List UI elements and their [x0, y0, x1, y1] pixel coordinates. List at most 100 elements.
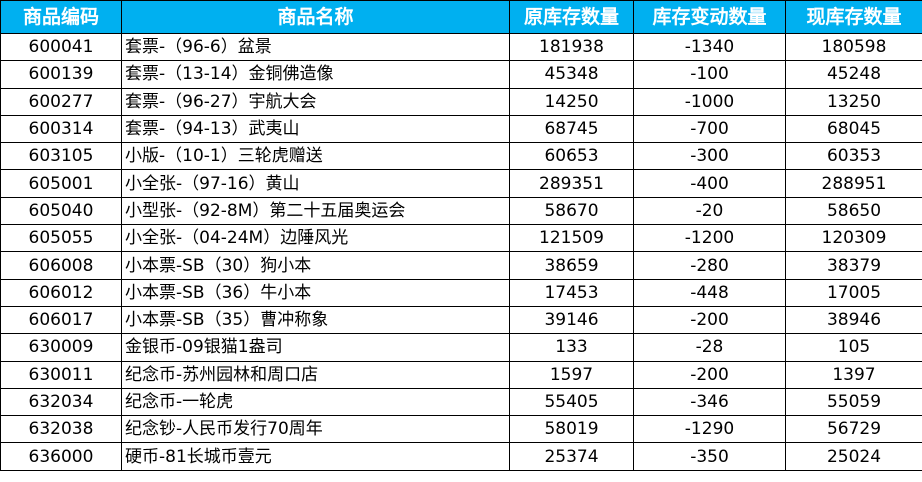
- cell-stock-change[interactable]: -200: [633, 360, 786, 389]
- cell-stock-change[interactable]: -400: [633, 169, 786, 198]
- cell-current-stock[interactable]: 105: [785, 333, 922, 362]
- cell-product-name[interactable]: 小本票-SB（35）曹冲称象: [121, 305, 510, 335]
- cell-original-stock[interactable]: 39146: [509, 305, 634, 335]
- cell-current-stock[interactable]: 13250: [785, 87, 922, 116]
- cell-stock-change[interactable]: -448: [633, 278, 786, 307]
- cell-product-code[interactable]: 600314: [0, 114, 122, 144]
- cell-current-stock[interactable]: 45248: [785, 60, 922, 89]
- cell-product-code[interactable]: 605001: [0, 169, 122, 198]
- cell-product-name[interactable]: 套票-（13-14）金铜佛造像: [121, 60, 510, 89]
- table-row: 606012 小本票-SB（36）牛小本 17453 -448 17005: [0, 278, 922, 307]
- cell-product-code[interactable]: 603105: [0, 142, 122, 171]
- cell-original-stock[interactable]: 68745: [509, 114, 634, 144]
- cell-product-code[interactable]: 606012: [0, 278, 122, 307]
- cell-original-stock[interactable]: 25374: [509, 442, 634, 471]
- cell-current-stock[interactable]: 38379: [785, 251, 922, 280]
- cell-stock-change[interactable]: -1340: [633, 32, 786, 62]
- cell-product-code[interactable]: 636000: [0, 442, 122, 471]
- table-row: 606008 小本票-SB（30）狗小本 38659 -280 38379: [0, 251, 922, 280]
- cell-stock-change[interactable]: -1000: [633, 87, 786, 116]
- cell-product-name[interactable]: 纪念钞-人民币发行70周年: [121, 415, 510, 444]
- cell-product-name[interactable]: 套票-（94-13）武夷山: [121, 114, 510, 144]
- cell-current-stock[interactable]: 68045: [785, 114, 922, 144]
- table-row: 630011 纪念币-苏州园林和周口店 1597 -200 1397: [0, 360, 922, 389]
- cell-product-code[interactable]: 600139: [0, 60, 122, 89]
- table-row: 605040 小型张-（92-8M）第二十五届奥运会 58670 -20 58650: [0, 196, 922, 226]
- cell-product-code[interactable]: 600277: [0, 87, 122, 116]
- cell-stock-change[interactable]: -1290: [633, 415, 786, 444]
- cell-original-stock[interactable]: 14250: [509, 87, 634, 116]
- cell-product-name[interactable]: 硬币-81长城币壹元: [121, 442, 510, 471]
- header-stock-change[interactable]: 库存变动数量: [633, 0, 786, 34]
- cell-current-stock[interactable]: 38946: [785, 305, 922, 335]
- cell-stock-change[interactable]: -700: [633, 114, 786, 144]
- cell-product-code[interactable]: 632034: [0, 387, 122, 417]
- cell-product-code[interactable]: 605055: [0, 224, 122, 253]
- cell-original-stock[interactable]: 133: [509, 333, 634, 362]
- cell-stock-change[interactable]: -20: [633, 196, 786, 226]
- cell-product-name[interactable]: 纪念币-苏州园林和周口店: [121, 360, 510, 389]
- table-row: 600277 套票-（96-27）宇航大会 14250 -1000 13250: [0, 87, 922, 116]
- cell-stock-change[interactable]: -300: [633, 142, 786, 171]
- cell-product-name[interactable]: 纪念币-一轮虎: [121, 387, 510, 417]
- cell-original-stock[interactable]: 55405: [509, 387, 634, 417]
- cell-original-stock[interactable]: 58019: [509, 415, 634, 444]
- cell-product-code[interactable]: 630011: [0, 360, 122, 389]
- cell-original-stock[interactable]: 289351: [509, 169, 634, 198]
- cell-original-stock[interactable]: 121509: [509, 224, 634, 253]
- cell-product-name[interactable]: 小本票-SB（30）狗小本: [121, 251, 510, 280]
- cell-product-code[interactable]: 606008: [0, 251, 122, 280]
- header-original-stock[interactable]: 原库存数量: [509, 0, 634, 34]
- cell-stock-change[interactable]: -346: [633, 387, 786, 417]
- table-row: 600139 套票-（13-14）金铜佛造像 45348 -100 45248: [0, 60, 922, 89]
- cell-original-stock[interactable]: 17453: [509, 278, 634, 307]
- cell-original-stock[interactable]: 1597: [509, 360, 634, 389]
- cell-product-code[interactable]: 630009: [0, 333, 122, 362]
- cell-original-stock[interactable]: 45348: [509, 60, 634, 89]
- cell-stock-change[interactable]: -280: [633, 251, 786, 280]
- cell-current-stock[interactable]: 60353: [785, 142, 922, 171]
- cell-stock-change[interactable]: -28: [633, 333, 786, 362]
- cell-product-name[interactable]: 小版-（10-1）三轮虎赠送: [121, 142, 510, 171]
- cell-product-name[interactable]: 小全张-（97-16）黄山: [121, 169, 510, 198]
- header-product-code[interactable]: 商品编码: [0, 0, 122, 34]
- cell-current-stock[interactable]: 55059: [785, 387, 922, 417]
- inventory-table: 商品编码 商品名称 原库存数量 库存变动数量 现库存数量 600041 套票-（9…: [0, 0, 922, 471]
- cell-stock-change[interactable]: -350: [633, 442, 786, 471]
- cell-current-stock[interactable]: 56729: [785, 415, 922, 444]
- table-row: 630009 金银币-09银猫1盎司 133 -28 105: [0, 333, 922, 362]
- cell-product-name[interactable]: 小型张-（92-8M）第二十五届奥运会: [121, 196, 510, 226]
- cell-stock-change[interactable]: -200: [633, 305, 786, 335]
- cell-product-name[interactable]: 小全张-（04-24M）边陲风光: [121, 224, 510, 253]
- table-row: 600041 套票-（96-6）盆景 181938 -1340 180598: [0, 32, 922, 62]
- header-current-stock[interactable]: 现库存数量: [785, 0, 922, 34]
- cell-current-stock[interactable]: 17005: [785, 278, 922, 307]
- cell-product-code[interactable]: 605040: [0, 196, 122, 226]
- header-product-name[interactable]: 商品名称: [121, 0, 510, 34]
- cell-stock-change[interactable]: -1200: [633, 224, 786, 253]
- header-row: 商品编码 商品名称 原库存数量 库存变动数量 现库存数量: [0, 0, 922, 34]
- table-body: 600041 套票-（96-6）盆景 181938 -1340 180598 600139…: [0, 32, 922, 471]
- cell-current-stock[interactable]: 1397: [785, 360, 922, 389]
- cell-product-name[interactable]: 套票-（96-6）盆景: [121, 32, 510, 62]
- table-row: 636000 硬币-81长城币壹元 25374 -350 25024: [0, 442, 922, 471]
- cell-original-stock[interactable]: 181938: [509, 32, 634, 62]
- cell-product-code[interactable]: 600041: [0, 32, 122, 62]
- cell-current-stock[interactable]: 25024: [785, 442, 922, 471]
- cell-original-stock[interactable]: 38659: [509, 251, 634, 280]
- cell-stock-change[interactable]: -100: [633, 60, 786, 89]
- cell-current-stock[interactable]: 120309: [785, 224, 922, 253]
- cell-original-stock[interactable]: 60653: [509, 142, 634, 171]
- table-row: 605055 小全张-（04-24M）边陲风光 121509 -1200 120309: [0, 224, 922, 253]
- cell-original-stock[interactable]: 58670: [509, 196, 634, 226]
- table-row: 632038 纪念钞-人民币发行70周年 58019 -1290 56729: [0, 415, 922, 444]
- cell-product-code[interactable]: 606017: [0, 305, 122, 335]
- cell-current-stock[interactable]: 180598: [785, 32, 922, 62]
- table-row: 600314 套票-（94-13）武夷山 68745 -700 68045: [0, 114, 922, 144]
- cell-current-stock[interactable]: 288951: [785, 169, 922, 198]
- cell-product-name[interactable]: 金银币-09银猫1盎司: [121, 333, 510, 362]
- cell-product-name[interactable]: 小本票-SB（36）牛小本: [121, 278, 510, 307]
- cell-current-stock[interactable]: 58650: [785, 196, 922, 226]
- cell-product-name[interactable]: 套票-（96-27）宇航大会: [121, 87, 510, 116]
- cell-product-code[interactable]: 632038: [0, 415, 122, 444]
